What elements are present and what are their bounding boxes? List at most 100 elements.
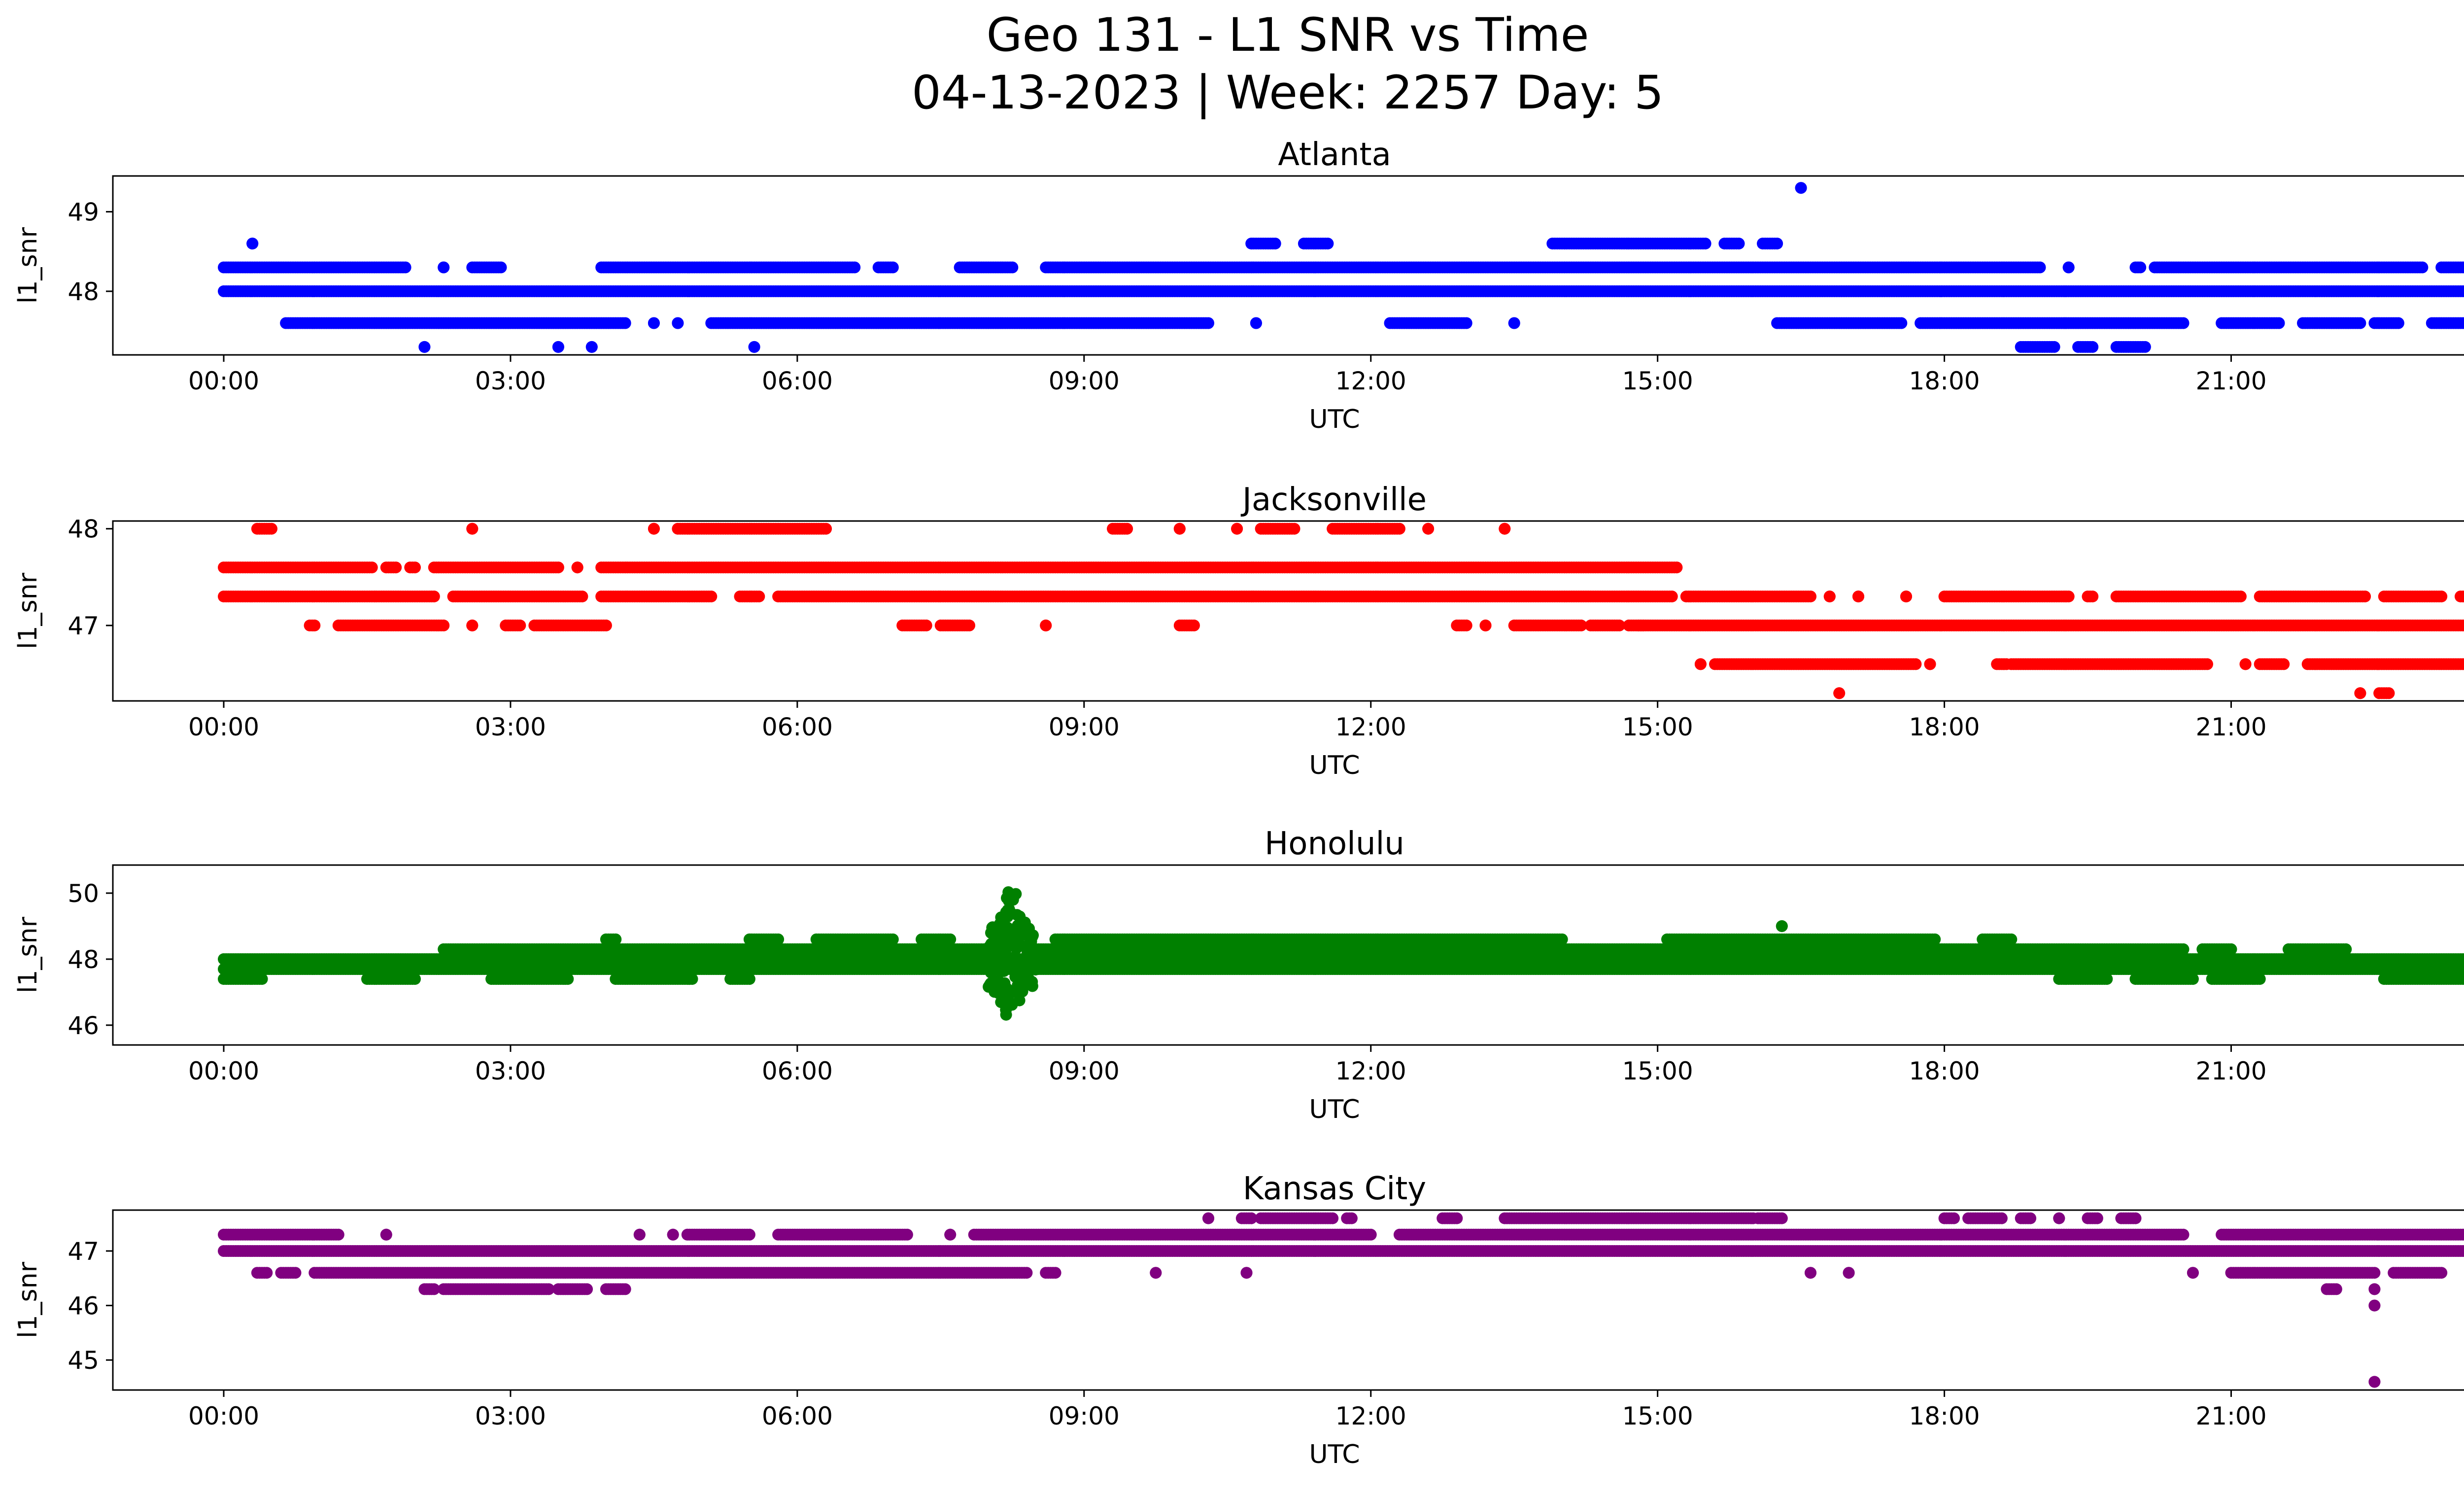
data-point bbox=[2462, 621, 2464, 630]
data-point bbox=[1460, 317, 1472, 329]
data-point bbox=[820, 522, 832, 535]
data-point bbox=[266, 522, 277, 535]
x-tick-label: 15:00 bbox=[1622, 713, 1693, 741]
data-point bbox=[1805, 591, 1816, 603]
data-point bbox=[1895, 317, 1908, 329]
data-point bbox=[552, 341, 564, 353]
data-point bbox=[1188, 619, 1200, 631]
data-point bbox=[576, 591, 588, 603]
data-point bbox=[1499, 522, 1511, 535]
data-point bbox=[963, 619, 975, 631]
y-axis-label: l1_snr bbox=[13, 572, 43, 649]
x-tick-label: 09:00 bbox=[1049, 713, 1120, 741]
x-axis-label: UTC bbox=[1309, 405, 1360, 434]
data-point bbox=[2383, 687, 2395, 699]
subplot-title: Honolulu bbox=[1265, 826, 1404, 862]
x-tick-label: 00:00 bbox=[188, 367, 259, 395]
x-tick-label: 12:00 bbox=[1335, 367, 1406, 395]
x-tick-label: 03:00 bbox=[475, 367, 546, 395]
x-tick-label: 18:00 bbox=[1909, 713, 1980, 741]
data-point bbox=[1202, 317, 1214, 329]
series-points bbox=[218, 522, 2464, 699]
data-point bbox=[2416, 261, 2429, 274]
data-point bbox=[2435, 591, 2448, 603]
data-point bbox=[1771, 238, 1783, 250]
data-point bbox=[1508, 317, 1520, 329]
data-point bbox=[849, 261, 861, 274]
data-point bbox=[1121, 522, 1133, 535]
series-points bbox=[218, 886, 2464, 1021]
data-point bbox=[2048, 341, 2060, 353]
x-tick-label: 18:00 bbox=[1909, 367, 1980, 395]
x-axis-label: UTC bbox=[1309, 751, 1360, 780]
data-point bbox=[1250, 317, 1262, 329]
data-point bbox=[1613, 619, 1625, 631]
data-point bbox=[308, 619, 321, 631]
x-tick-label: 03:00 bbox=[475, 713, 546, 741]
data-point bbox=[619, 317, 631, 329]
data-point bbox=[1699, 238, 1711, 250]
data-point bbox=[753, 591, 765, 603]
x-tick-label: 21:00 bbox=[2195, 367, 2266, 395]
x-tick-label: 06:00 bbox=[762, 713, 833, 741]
data-point bbox=[418, 341, 431, 353]
data-point bbox=[2462, 286, 2464, 296]
subplot-title: Atlanta bbox=[1278, 137, 1391, 173]
x-tick-label: 21:00 bbox=[2195, 713, 2266, 741]
data-point bbox=[1694, 658, 1707, 670]
data-point bbox=[1575, 619, 1587, 631]
data-point bbox=[466, 522, 479, 535]
data-point bbox=[438, 619, 450, 631]
data-point bbox=[495, 261, 507, 274]
data-point bbox=[2462, 263, 2464, 272]
data-point bbox=[466, 619, 479, 631]
data-point bbox=[1231, 522, 1243, 535]
data-point bbox=[648, 317, 660, 329]
figure-title-line1: Geo 131 - L1 SNR vs Time bbox=[987, 8, 1589, 62]
x-tick-label: 09:00 bbox=[1049, 367, 1120, 395]
data-point bbox=[648, 522, 660, 535]
data-point bbox=[887, 261, 899, 274]
data-point bbox=[409, 561, 421, 574]
data-point bbox=[2462, 591, 2464, 601]
data-point bbox=[2087, 591, 2099, 603]
y-tick-label: 49 bbox=[68, 198, 99, 227]
data-point bbox=[571, 561, 583, 574]
data-point bbox=[1852, 591, 1864, 603]
y-tick-label: 47 bbox=[68, 612, 99, 640]
data-point bbox=[1479, 619, 1492, 631]
data-point bbox=[1269, 238, 1281, 250]
axes-frame bbox=[112, 175, 2464, 356]
data-point bbox=[2392, 317, 2404, 329]
data-point bbox=[1795, 182, 1807, 194]
data-point bbox=[1733, 238, 1745, 250]
figure-title-line2: 04-13-2023 | Week: 2257 Day: 5 bbox=[912, 66, 1664, 120]
data-point bbox=[1460, 619, 1472, 631]
x-tick-label: 15:00 bbox=[1622, 367, 1693, 395]
y-tick-label: 48 bbox=[68, 278, 99, 306]
data-point bbox=[552, 561, 564, 574]
data-point bbox=[1671, 561, 1683, 574]
y-axis-label: l1_snr bbox=[13, 227, 43, 304]
data-point bbox=[1173, 522, 1186, 535]
data-point bbox=[1924, 658, 1936, 670]
data-point bbox=[2359, 591, 2371, 603]
data-point bbox=[2034, 261, 2046, 274]
data-point bbox=[2087, 341, 2099, 353]
data-point bbox=[2134, 261, 2147, 274]
data-point bbox=[748, 341, 760, 353]
data-point bbox=[2201, 658, 2213, 670]
data-point bbox=[1823, 591, 1836, 603]
data-point bbox=[920, 619, 932, 631]
axes-frame bbox=[112, 520, 2464, 702]
data-point bbox=[1910, 658, 1922, 670]
data-point bbox=[585, 341, 598, 353]
data-point bbox=[2177, 317, 2190, 329]
data-point bbox=[399, 261, 411, 274]
data-point bbox=[1040, 619, 1052, 631]
data-point bbox=[366, 561, 378, 574]
